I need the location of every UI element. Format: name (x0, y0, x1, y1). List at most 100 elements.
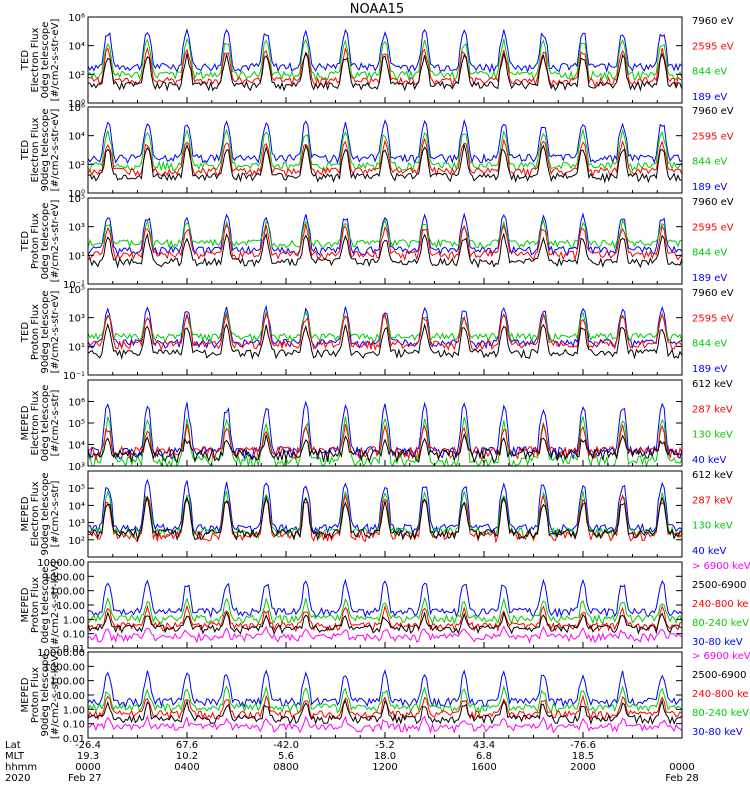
y-axis-label: MEPEDProton Flux90deg telescope[#/cm2-s-… (20, 651, 61, 739)
time-tick-label: 1600 (471, 762, 496, 773)
y-axis-label-line: MEPED (20, 496, 31, 531)
time-tick-label: -5.2 (375, 740, 395, 751)
y-tick-label: 1000.00 (44, 572, 85, 583)
y-axis-label-line: Electron Flux (30, 481, 41, 546)
series-line (87, 699, 683, 726)
series-line (87, 422, 683, 462)
legend-entry: 189 eV (692, 364, 727, 375)
y-axis-label-line: TED (20, 231, 31, 252)
series-line (87, 232, 683, 269)
time-tick-label: 0000 (669, 762, 694, 773)
time-tick-label: 0800 (273, 762, 298, 773)
y-tick-label: 10¹ (68, 251, 85, 262)
time-tick-label: 43.4 (473, 740, 495, 751)
y-tick-label: 10² (68, 536, 85, 547)
y-tick-label: 10000.00 (37, 558, 85, 569)
y-tick-label: 10⁵ (68, 419, 85, 430)
y-axis-label-line: Proton Flux (30, 304, 41, 360)
y-tick-label: 10⁵ (68, 285, 85, 296)
y-axis-label-line: [#/cm2-s-str] (50, 480, 61, 547)
y-tick-label: 10⁵ (68, 194, 85, 205)
y-axis-label-line: [#/cm2-s-str-eV] (50, 19, 61, 102)
legend-entry: > 6900 keV (692, 561, 750, 572)
y-axis-label-line: MEPED (20, 405, 31, 440)
time-row-label: Lat (5, 740, 21, 751)
series-line (87, 46, 683, 89)
legend-entry: 7960 eV (692, 288, 734, 299)
y-tick-label: 10⁶ (68, 103, 85, 114)
series-line (87, 493, 683, 544)
y-axis-label-line: 90deg telescope (40, 472, 51, 555)
y-axis-label: TEDElectron Flux0deg telescope[#/cm2-s-s… (20, 19, 61, 102)
time-tick-label: 2000 (570, 762, 595, 773)
y-axis-label-line: Proton Flux (30, 213, 41, 269)
time-tick-label: Feb 27 (68, 773, 102, 784)
y-axis-label-line: 0deg telescope (40, 567, 51, 644)
legend-entry: 612 keV (692, 379, 733, 390)
series-line (87, 143, 683, 184)
legend-entry: 240-800 ke (692, 689, 749, 700)
y-axis-label-line: [#/cm2-s-str-eV] (50, 109, 61, 192)
time-tick-label: 0400 (174, 762, 199, 773)
y-tick-label: 10¹ (68, 342, 85, 353)
panel-6: 10² 10³ 10⁴ 10⁵ MEPEDElectron Flux90deg tele… (20, 470, 733, 558)
series-line (87, 715, 683, 735)
panel-2: 10⁰ 10² 10⁴ 10⁶ TEDElectron Flux90deg telesc… (20, 103, 734, 200)
y-axis-label: TEDProton Flux90deg telescope[#/cm2-s-st… (20, 290, 61, 373)
y-axis-label-line: MEPED (20, 587, 31, 622)
y-axis-label: MEPEDProton Flux0deg telescope[#/cm2-s-s… (20, 561, 61, 649)
y-tick-label: 10⁵ (68, 484, 85, 495)
series-line (87, 312, 683, 352)
time-tick-label: 5.6 (278, 751, 294, 762)
y-axis-label-line: [#/cm2-s-str-keV] (50, 561, 61, 649)
y-axis-label-line: Proton Flux (30, 577, 41, 633)
series-line (87, 212, 683, 258)
panel-5: 10³ 10⁴ 10⁵ 10⁶ MEPEDElectron Flux0deg teles… (20, 379, 733, 473)
legend-entry: 844 eV (692, 157, 727, 168)
y-axis-label-line: 90deg telescope (40, 108, 51, 191)
series-line (87, 684, 683, 714)
y-axis-label-line: Proton Flux (30, 667, 41, 723)
legend-entry: 30-80 keV (692, 637, 743, 648)
legend-entry: 80-240 keV (692, 708, 749, 719)
legend-entry: 7960 eV (692, 16, 734, 27)
y-tick-label: 10⁻¹ (63, 371, 85, 382)
y-tick-label: 0.10 (63, 630, 85, 641)
time-tick-label: Feb 28 (665, 773, 699, 784)
y-tick-label: 10³ (68, 519, 85, 530)
legend-entry: 2595 eV (692, 222, 734, 233)
legend-entry: 40 keV (692, 455, 726, 466)
y-axis-label-line: Electron Flux (30, 117, 41, 182)
legend-entry: 189 eV (692, 92, 727, 103)
y-tick-label: 10⁴ (68, 42, 85, 53)
y-tick-label: 1.00 (63, 615, 85, 626)
legend-entry: 2595 eV (692, 41, 734, 52)
time-tick-label: -76.6 (570, 740, 596, 751)
y-tick-label: 10³ (68, 314, 85, 325)
y-tick-label: 10⁴ (68, 132, 85, 143)
y-tick-label: 0.01 (63, 644, 85, 655)
series-line (87, 28, 683, 74)
legend-entry: 612 keV (692, 470, 733, 481)
series-line (87, 118, 683, 165)
y-axis-label: TEDProton Flux0deg telescope[#/cm2-s-str… (20, 200, 61, 283)
y-tick-label: 10⁶ (68, 13, 85, 24)
time-row-label: hhmm (5, 762, 37, 773)
y-axis-label-line: [#/cm2-s-str-keV] (50, 651, 61, 739)
legend-entry: 2595 eV (692, 131, 734, 142)
series-line (87, 495, 683, 542)
legend-entry: 287 keV (692, 404, 733, 415)
y-tick-label: 0.01 (63, 734, 85, 745)
panel-3: 10⁻¹ 10¹ 10³ 10⁵ TEDProton Flux0deg telescop… (20, 194, 734, 291)
time-tick-label: 67.6 (176, 740, 198, 751)
time-tick-label: 10.2 (176, 751, 198, 762)
y-tick-label: 10⁶ (68, 398, 85, 409)
legend-entry: 287 keV (692, 495, 733, 506)
time-tick-label: 18.5 (572, 751, 594, 762)
time-row-label: 2020 (5, 773, 30, 784)
panel-frame (87, 288, 683, 376)
y-axis-label-line: 90deg telescope (40, 653, 51, 736)
legend-entry: 2595 eV (692, 313, 734, 324)
